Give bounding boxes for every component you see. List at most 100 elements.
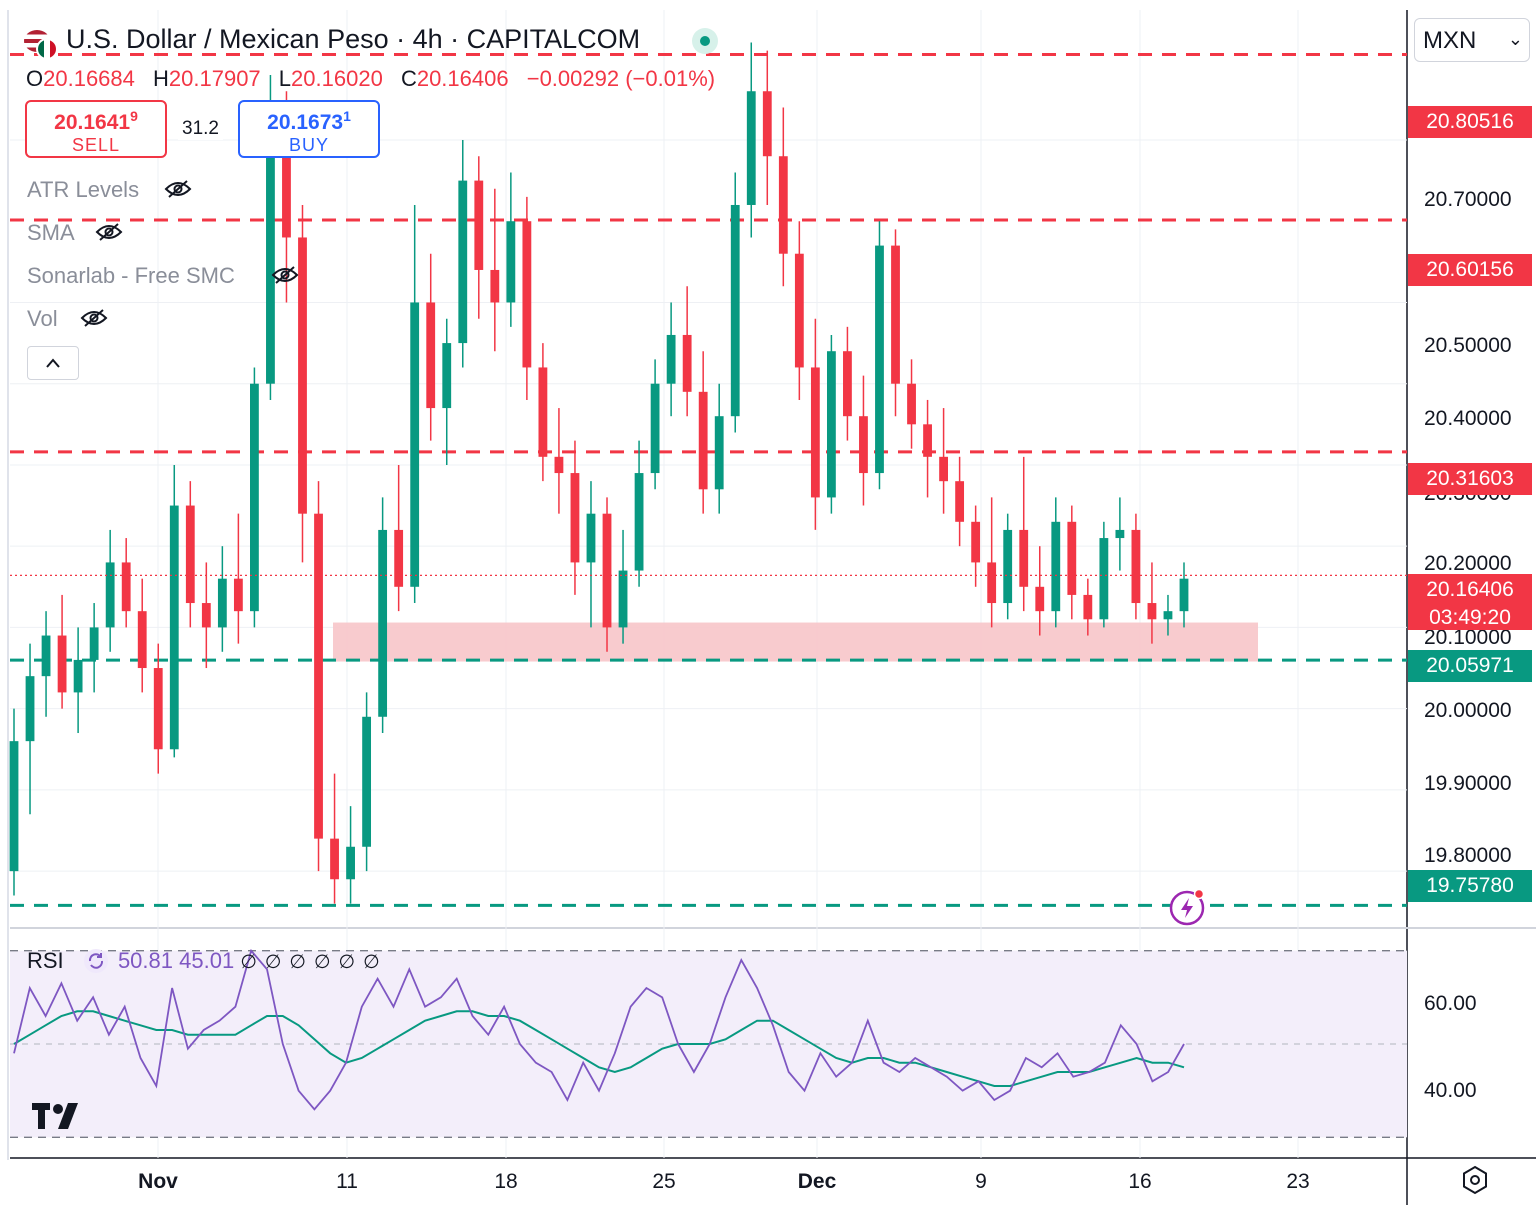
- candle-body: [682, 334, 692, 392]
- date-axis-label: Nov: [138, 1170, 178, 1193]
- candle: [714, 383, 724, 514]
- buy-price: 20.1673: [267, 111, 344, 134]
- price-axis-label: 20.20000: [1424, 552, 1512, 575]
- tradingview-logo-icon[interactable]: [32, 1100, 90, 1140]
- candle-body: [266, 139, 275, 384]
- indicator-sonarlab-smc[interactable]: Sonarlab - Free SMC: [27, 263, 299, 289]
- indicator-sma[interactable]: SMA: [27, 220, 123, 246]
- candle-body: [426, 302, 436, 409]
- candle: [185, 481, 195, 628]
- level-price-tag[interactable]: 20.60156: [1408, 254, 1532, 286]
- rsi-ma-line: [13, 1010, 1185, 1087]
- candle-body: [1019, 529, 1029, 587]
- candle-body: [939, 456, 948, 482]
- market-open-status-icon[interactable]: [692, 28, 718, 54]
- candle-body: [875, 245, 884, 474]
- sell-price: 20.1641: [54, 111, 131, 134]
- candle: [346, 806, 355, 904]
- sync-icon[interactable]: [82, 948, 110, 974]
- candle-body: [201, 603, 211, 628]
- lightning-alert-icon[interactable]: [1168, 888, 1206, 926]
- candle-body: [330, 838, 339, 880]
- indicator-vol[interactable]: Vol: [27, 306, 108, 332]
- candle: [666, 302, 676, 417]
- collapse-indicators-button[interactable]: [27, 346, 79, 380]
- candle: [105, 529, 115, 652]
- candle-body: [169, 505, 179, 750]
- candle: [987, 497, 997, 628]
- candle-body: [522, 221, 532, 368]
- bar-countdown: 03:49:20: [1429, 606, 1511, 629]
- candle: [506, 172, 516, 327]
- sell-button[interactable]: 20.16419 SELL: [25, 100, 167, 158]
- candle: [554, 408, 564, 514]
- price-axis-label: 19.90000: [1424, 772, 1512, 795]
- level-price-tag[interactable]: 20.05971: [1408, 650, 1532, 682]
- candle: [522, 196, 532, 400]
- candle-body: [923, 424, 932, 457]
- level-price-tag[interactable]: 19.75780: [1408, 870, 1532, 902]
- candle: [426, 253, 436, 441]
- buy-button[interactable]: 20.16731 BUY: [238, 100, 380, 158]
- ohlc-high-value: 20.17907: [168, 66, 261, 91]
- candle: [57, 594, 67, 709]
- indicator-label: SMA: [27, 220, 75, 245]
- ohlc-close-value: 20.16406: [416, 66, 509, 91]
- candle: [746, 42, 756, 238]
- candle-body: [1035, 586, 1045, 612]
- date-axis-label: 9: [975, 1170, 987, 1193]
- candles: [9, 42, 1189, 904]
- ohlc-low-value: 20.16020: [291, 66, 383, 91]
- candle: [153, 643, 163, 774]
- candle: [730, 172, 740, 433]
- candle-body: [233, 578, 243, 612]
- price-axis-label: 20.10000: [1424, 626, 1512, 649]
- candle-body: [538, 367, 548, 457]
- candle-body: [650, 383, 660, 474]
- rsi-hidden-settings: ∅∅∅∅∅∅: [240, 952, 388, 973]
- candle-body: [698, 391, 708, 490]
- sell-price-pip: 9: [130, 108, 138, 124]
- mxn-flag-icon: [36, 38, 58, 60]
- buy-label: BUY: [288, 135, 329, 155]
- level-price-tag[interactable]: 20.31603: [1408, 463, 1532, 495]
- candle-body: [570, 473, 580, 563]
- eye-hidden-icon[interactable]: [95, 222, 123, 242]
- candle: [1019, 456, 1029, 612]
- eye-hidden-icon[interactable]: [80, 308, 108, 328]
- date-axis-label: Dec: [797, 1170, 837, 1193]
- candle-body: [57, 635, 67, 693]
- candle-body: [490, 269, 500, 303]
- candle-body: [1003, 529, 1013, 604]
- candle-body: [250, 383, 259, 612]
- candle-body: [1099, 538, 1109, 620]
- indicator-atr-levels[interactable]: ATR Levels: [27, 177, 192, 203]
- candle: [1035, 546, 1045, 636]
- candle-body: [9, 741, 19, 872]
- eye-hidden-icon[interactable]: [271, 265, 299, 285]
- currency-select[interactable]: MXN ⌄: [1414, 18, 1530, 62]
- currency-select-value: MXN: [1423, 27, 1477, 54]
- rsi-panel: [10, 948, 1407, 1138]
- candle-body: [378, 529, 388, 717]
- ohlc-change: −0.00292 (−0.01%): [526, 66, 716, 91]
- candle: [971, 505, 981, 587]
- ohlc-low-key: L: [278, 66, 292, 91]
- rsi-legend[interactable]: RSI 50.81 45.01 ∅∅∅∅∅∅: [27, 948, 388, 974]
- last-price-tag[interactable]: 20.16406 03:49:20: [1408, 574, 1532, 630]
- candle: [907, 359, 916, 449]
- rsi-line: [13, 948, 1185, 1111]
- candle: [41, 611, 51, 717]
- candle-body: [346, 846, 355, 880]
- chart-settings-icon[interactable]: [1460, 1164, 1490, 1196]
- eye-hidden-icon[interactable]: [164, 179, 192, 199]
- candle: [233, 513, 243, 644]
- candle-body: [25, 676, 35, 742]
- level-price-tag[interactable]: 20.80516: [1408, 106, 1532, 138]
- candle: [9, 708, 19, 896]
- candle: [1131, 513, 1141, 620]
- chevron-up-icon: [46, 358, 60, 368]
- spread-value: 31.2: [178, 118, 223, 140]
- symbol-title[interactable]: U.S. Dollar / Mexican Peso · 4h · CAPITA…: [66, 24, 641, 54]
